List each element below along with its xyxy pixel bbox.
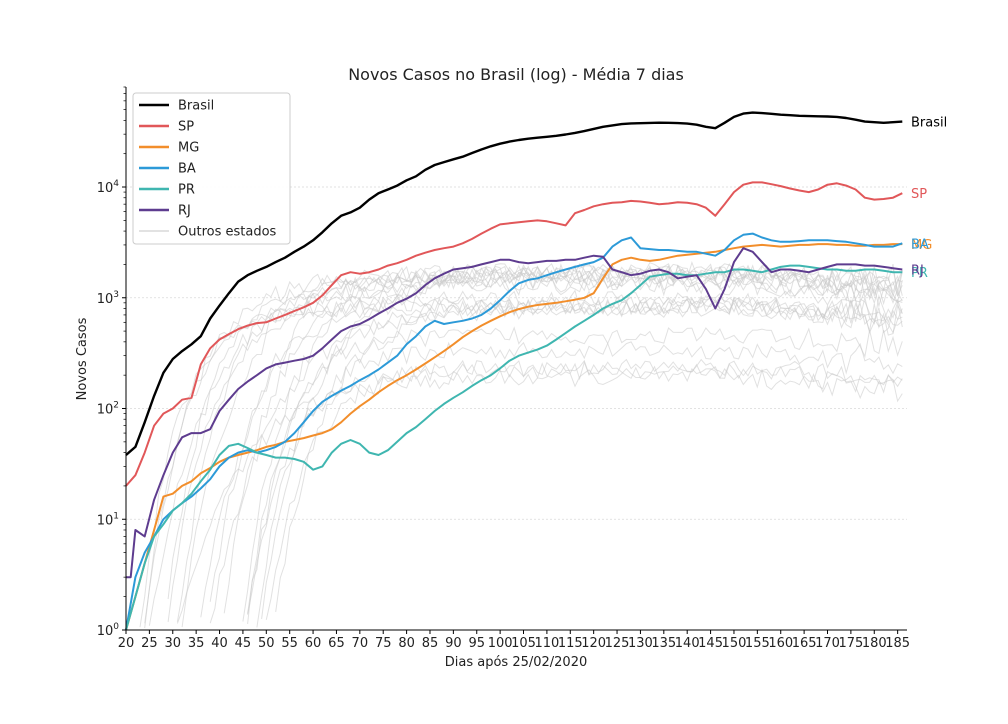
- x-tick-label: 20: [118, 636, 135, 651]
- end-label-mg: MG: [911, 238, 932, 253]
- x-tick-label: 70: [352, 636, 369, 651]
- x-tick-label: 150: [722, 636, 747, 651]
- legend-label: PR: [178, 183, 195, 198]
- x-tick-label: 85: [422, 636, 439, 651]
- x-tick-label: 25: [141, 636, 158, 651]
- y-tick-label: 103: [97, 290, 119, 307]
- y-tick-exponent: 3: [113, 290, 119, 300]
- x-tick-label: 175: [838, 636, 863, 651]
- legend: Brasil SP MG BA PR RJ Outros estados: [132, 92, 291, 245]
- legend-items: Brasil SP MG BA PR RJ Outros estados: [139, 99, 277, 240]
- series-line-rj: [126, 247, 903, 579]
- end-label-sp: SP: [911, 187, 927, 202]
- y-tick-base: 10: [97, 403, 114, 418]
- y-tick-base: 10: [97, 624, 114, 639]
- end-label-rj: RJ: [911, 263, 924, 278]
- x-tick-label: 60: [305, 636, 322, 651]
- x-tick-label: 120: [581, 636, 606, 651]
- y-tick-label: 100: [97, 622, 120, 639]
- legend-label: RJ: [178, 204, 191, 219]
- series-line-sp: [125, 181, 903, 487]
- other-state-line: [167, 276, 903, 623]
- other-state-line: [167, 270, 903, 600]
- x-tick-label: 40: [211, 636, 228, 651]
- x-tick-label: 100: [488, 636, 513, 651]
- tick-layer: 20 25 30 35 40 45 50 55 60 65 70 75 80 85 90 95 10010511…: [97, 86, 910, 651]
- y-tick-exponent: 0: [113, 622, 119, 632]
- y-tick-exponent: 2: [113, 401, 119, 411]
- x-tick-label: 45: [235, 636, 252, 651]
- x-axis-label: Dias após 25/02/2020: [445, 655, 588, 670]
- x-tick-label: 65: [328, 636, 345, 651]
- x-tick-label: 95: [468, 636, 485, 651]
- other-state-line: [247, 326, 903, 614]
- x-tick-label: 170: [815, 636, 840, 651]
- x-tick-label: 110: [534, 636, 559, 651]
- legend-label: SP: [178, 120, 194, 135]
- series-line-brasil: [125, 111, 903, 456]
- x-tick-label: 115: [558, 636, 583, 651]
- chart-title: Novos Casos no Brasil (log) - Média 7 di…: [348, 65, 684, 84]
- x-tick-label: 80: [398, 636, 415, 651]
- x-tick-label: 105: [511, 636, 536, 651]
- y-tick-exponent: 4: [113, 179, 119, 189]
- other-state-line: [144, 296, 903, 629]
- x-tick-label: 50: [258, 636, 275, 651]
- x-tick-label: 90: [445, 636, 462, 651]
- axes-layer: [125, 87, 907, 631]
- x-tick-label: 185: [885, 636, 910, 651]
- legend-label: Outros estados: [178, 225, 277, 240]
- x-tick-label: 30: [164, 636, 181, 651]
- other-state-line: [256, 341, 903, 628]
- x-tick-label: 125: [605, 636, 630, 651]
- series-line-pr: [125, 264, 903, 631]
- y-tick-exponent: 1: [113, 511, 119, 521]
- other-state-line: [247, 360, 903, 615]
- x-tick-label: 180: [862, 636, 887, 651]
- x-tick-label: 75: [375, 636, 392, 651]
- y-tick-base: 10: [97, 513, 114, 528]
- x-tick-label: 135: [651, 636, 676, 651]
- y-tick-base: 10: [97, 292, 114, 307]
- y-tick-label: 101: [97, 511, 119, 528]
- other-state-line: [242, 274, 903, 622]
- x-tick-label: 160: [768, 636, 793, 651]
- x-tick-label: 165: [792, 636, 817, 651]
- y-tick-label: 102: [97, 401, 119, 418]
- y-tick-label: 104: [97, 179, 120, 196]
- y-tick-base: 10: [97, 181, 114, 196]
- other-state-line: [247, 295, 903, 624]
- series-layer: [125, 111, 903, 631]
- other-state-line: [144, 264, 903, 624]
- other-state-line: [223, 289, 903, 614]
- x-tick-label: 35: [188, 636, 205, 651]
- legend-label: MG: [178, 141, 199, 156]
- x-tick-label: 55: [281, 636, 298, 651]
- series-line-mg: [125, 243, 903, 631]
- end-label-ba: BA: [911, 237, 929, 252]
- end-label-pr: PR: [911, 266, 928, 281]
- other-state-line: [176, 367, 903, 624]
- legend-label: Brasil: [178, 99, 214, 114]
- x-tick-label: 130: [628, 636, 653, 651]
- y-axis-label: Novos Casos: [75, 317, 90, 400]
- x-tick-label: 145: [698, 636, 723, 651]
- end-label-brasil: Brasil: [911, 116, 947, 131]
- x-tick-label: 140: [675, 636, 700, 651]
- other-state-line: [209, 263, 903, 602]
- legend-label: BA: [178, 162, 196, 177]
- x-tick-label: 155: [745, 636, 770, 651]
- legend-box: [132, 92, 291, 245]
